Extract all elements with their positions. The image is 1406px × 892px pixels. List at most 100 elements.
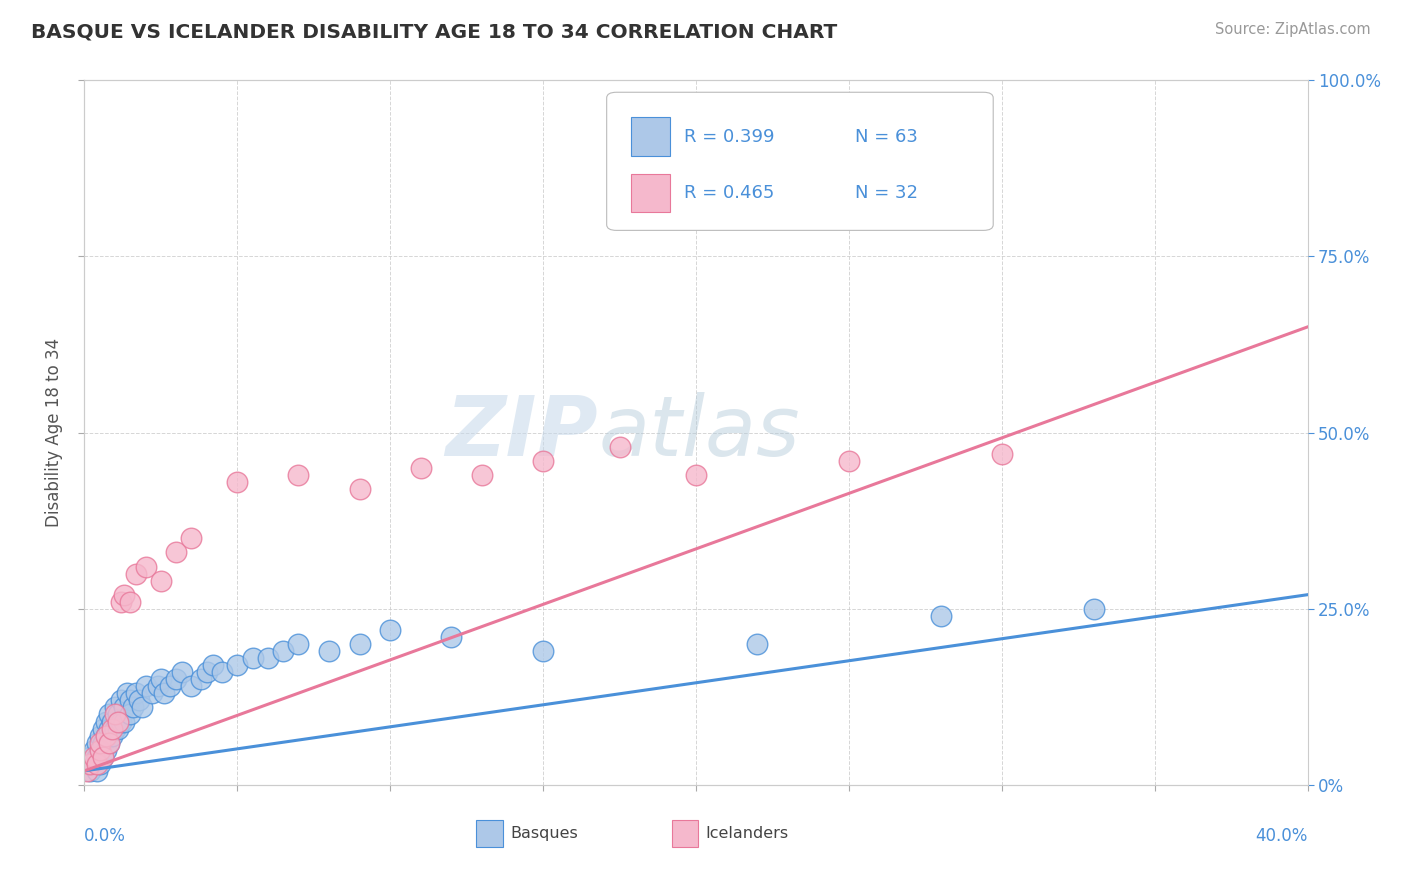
- Point: [112, 700, 135, 714]
- Point: [318, 644, 340, 658]
- Point: [112, 714, 135, 729]
- Point: [929, 608, 952, 623]
- Point: [125, 686, 148, 700]
- Point: [110, 595, 132, 609]
- Point: [91, 749, 114, 764]
- Point: [79, 749, 101, 764]
- Point: [120, 707, 142, 722]
- Point: [180, 679, 202, 693]
- Point: [131, 700, 153, 714]
- Text: 40.0%: 40.0%: [1256, 827, 1308, 846]
- Point: [287, 637, 309, 651]
- Point: [97, 707, 120, 722]
- Point: [89, 736, 111, 750]
- Point: [146, 679, 169, 693]
- Point: [838, 454, 860, 468]
- Point: [94, 714, 117, 729]
- Point: [89, 756, 111, 771]
- FancyBboxPatch shape: [475, 821, 503, 847]
- Point: [135, 559, 157, 574]
- Point: [226, 658, 249, 673]
- Point: [120, 595, 142, 609]
- Point: [104, 707, 127, 722]
- Point: [685, 467, 707, 482]
- Point: [153, 686, 176, 700]
- Text: BASQUE VS ICELANDER DISABILITY AGE 18 TO 34 CORRELATION CHART: BASQUE VS ICELANDER DISABILITY AGE 18 TO…: [31, 22, 837, 41]
- Point: [91, 736, 114, 750]
- Point: [211, 665, 233, 680]
- Text: ZIP: ZIP: [446, 392, 598, 473]
- Point: [149, 574, 172, 588]
- FancyBboxPatch shape: [672, 821, 699, 847]
- Y-axis label: Disability Age 18 to 34: Disability Age 18 to 34: [45, 338, 63, 527]
- Point: [107, 714, 129, 729]
- Point: [135, 679, 157, 693]
- Point: [97, 736, 120, 750]
- Point: [101, 722, 124, 736]
- Text: N = 32: N = 32: [855, 184, 918, 202]
- Point: [83, 756, 105, 771]
- Point: [172, 665, 194, 680]
- Point: [609, 440, 631, 454]
- Point: [110, 693, 132, 707]
- Point: [91, 722, 114, 736]
- Point: [97, 736, 120, 750]
- Point: [159, 679, 181, 693]
- Point: [747, 637, 769, 651]
- Point: [380, 623, 402, 637]
- Point: [149, 673, 172, 687]
- Point: [349, 482, 371, 496]
- Point: [242, 651, 264, 665]
- FancyBboxPatch shape: [631, 174, 671, 212]
- Point: [83, 742, 105, 756]
- Point: [440, 630, 463, 644]
- Point: [165, 673, 187, 687]
- Point: [1083, 601, 1105, 615]
- Text: Basques: Basques: [510, 826, 578, 841]
- Point: [201, 658, 224, 673]
- Point: [257, 651, 280, 665]
- Point: [91, 749, 114, 764]
- Point: [128, 693, 150, 707]
- Text: Source: ZipAtlas.com: Source: ZipAtlas.com: [1215, 22, 1371, 37]
- Point: [122, 700, 145, 714]
- Point: [89, 742, 111, 756]
- Point: [79, 764, 101, 778]
- Point: [94, 729, 117, 743]
- Text: R = 0.465: R = 0.465: [683, 184, 775, 202]
- Point: [531, 644, 554, 658]
- Point: [165, 545, 187, 559]
- Point: [531, 454, 554, 468]
- Point: [79, 756, 101, 771]
- Text: 0.0%: 0.0%: [84, 827, 127, 846]
- Point: [97, 722, 120, 736]
- Point: [409, 460, 432, 475]
- Point: [104, 700, 127, 714]
- Point: [89, 742, 111, 756]
- Point: [271, 644, 294, 658]
- Point: [101, 714, 124, 729]
- Point: [349, 637, 371, 651]
- Text: Icelanders: Icelanders: [706, 826, 789, 841]
- Point: [180, 532, 202, 546]
- Point: [195, 665, 218, 680]
- Point: [115, 686, 138, 700]
- Point: [76, 756, 98, 771]
- Point: [86, 764, 108, 778]
- Point: [104, 722, 127, 736]
- Point: [624, 109, 647, 123]
- Point: [86, 749, 108, 764]
- Point: [83, 749, 105, 764]
- Point: [110, 714, 132, 729]
- Text: atlas: atlas: [598, 392, 800, 473]
- Text: N = 63: N = 63: [855, 128, 918, 145]
- Point: [471, 467, 494, 482]
- Point: [86, 736, 108, 750]
- Text: R = 0.399: R = 0.399: [683, 128, 775, 145]
- Point: [914, 109, 936, 123]
- Point: [125, 566, 148, 581]
- Point: [101, 729, 124, 743]
- Point: [226, 475, 249, 489]
- Point: [112, 588, 135, 602]
- Point: [107, 707, 129, 722]
